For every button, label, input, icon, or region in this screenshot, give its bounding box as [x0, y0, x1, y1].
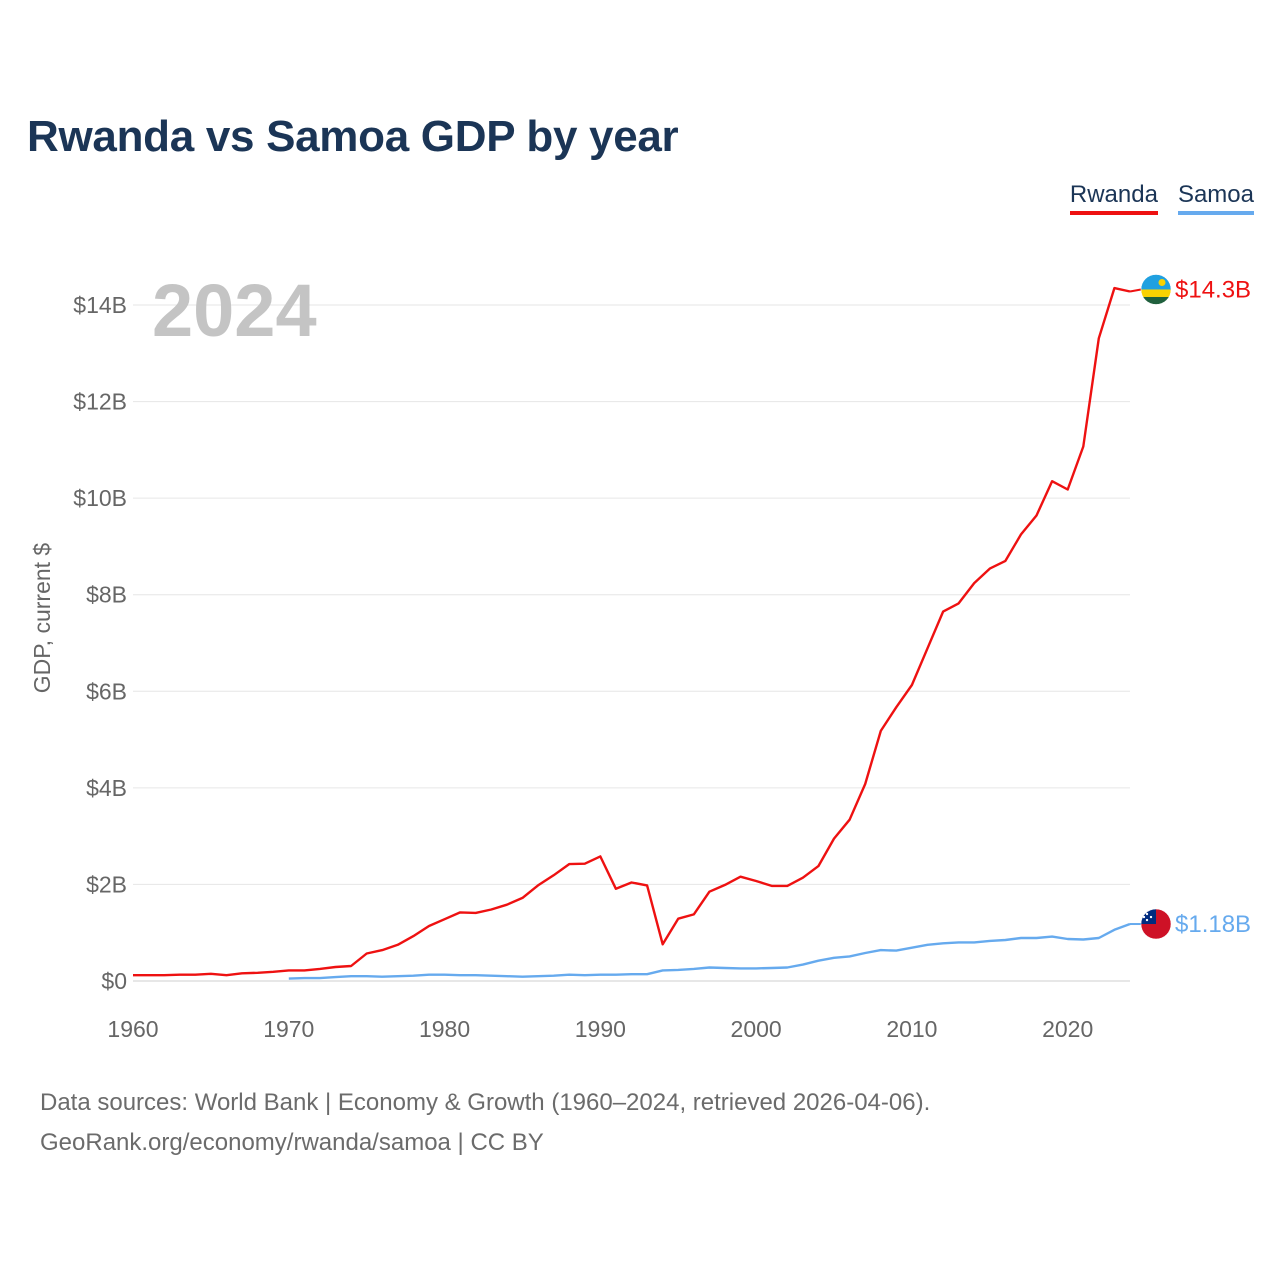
- source-link[interactable]: GeoRank.org/economy/rwanda/samoa | CC BY: [40, 1129, 544, 1156]
- y-tick-label: $8B: [86, 582, 127, 608]
- data-source-note: Data sources: World Bank | Economy & Gro…: [40, 1089, 931, 1116]
- y-tick-label: $4B: [86, 775, 127, 801]
- axes: $0 $2B $4B $6B $8B $10B $12B $14B 1960 1970 1980 19…: [29, 292, 1093, 1042]
- y-axis-title: GDP, current $: [29, 543, 55, 694]
- x-tick-label: 2010: [886, 1016, 937, 1042]
- y-tick-label: $0: [101, 968, 127, 994]
- samoa-flag-icon: [1140, 908, 1172, 940]
- x-tick-label: 1960: [107, 1016, 158, 1042]
- y-tick-label: $12B: [73, 389, 127, 415]
- x-tick-label: 2020: [1042, 1016, 1093, 1042]
- x-tick-label: 1990: [575, 1016, 626, 1042]
- gridlines: [133, 304, 1130, 982]
- y-tick-label: $6B: [86, 678, 127, 704]
- y-tick-label: $2B: [86, 871, 127, 897]
- series-line-rwanda: [133, 286, 1131, 977]
- series-line-samoa: [288, 922, 1131, 980]
- legend-item-samoa[interactable]: Samoa: [1177, 181, 1254, 215]
- marker-connector: [1129, 288, 1142, 293]
- x-tick-label: 1980: [419, 1016, 470, 1042]
- footer: Data sources: World Bank | Economy & Gro…: [40, 1083, 930, 1163]
- y-tick-label: $10B: [73, 485, 127, 511]
- end-value-label-rwanda: $14.3B: [1175, 276, 1251, 303]
- y-tick-label: $14B: [73, 292, 127, 318]
- end-markers: $14.3B $1.18B: [1129, 274, 1251, 940]
- legend-item-rwanda[interactable]: Rwanda: [1069, 181, 1158, 215]
- rwanda-flag-icon: [1140, 274, 1172, 305]
- year-label: 2024: [152, 269, 317, 352]
- end-value-label-samoa: $1.18B: [1175, 911, 1251, 938]
- series: [133, 286, 1131, 980]
- legend: Rwanda Samoa: [1069, 181, 1254, 215]
- x-tick-label: 1970: [263, 1016, 314, 1042]
- chart-title: Rwanda vs Samoa GDP by year: [27, 112, 679, 161]
- x-tick-label: 2000: [731, 1016, 782, 1042]
